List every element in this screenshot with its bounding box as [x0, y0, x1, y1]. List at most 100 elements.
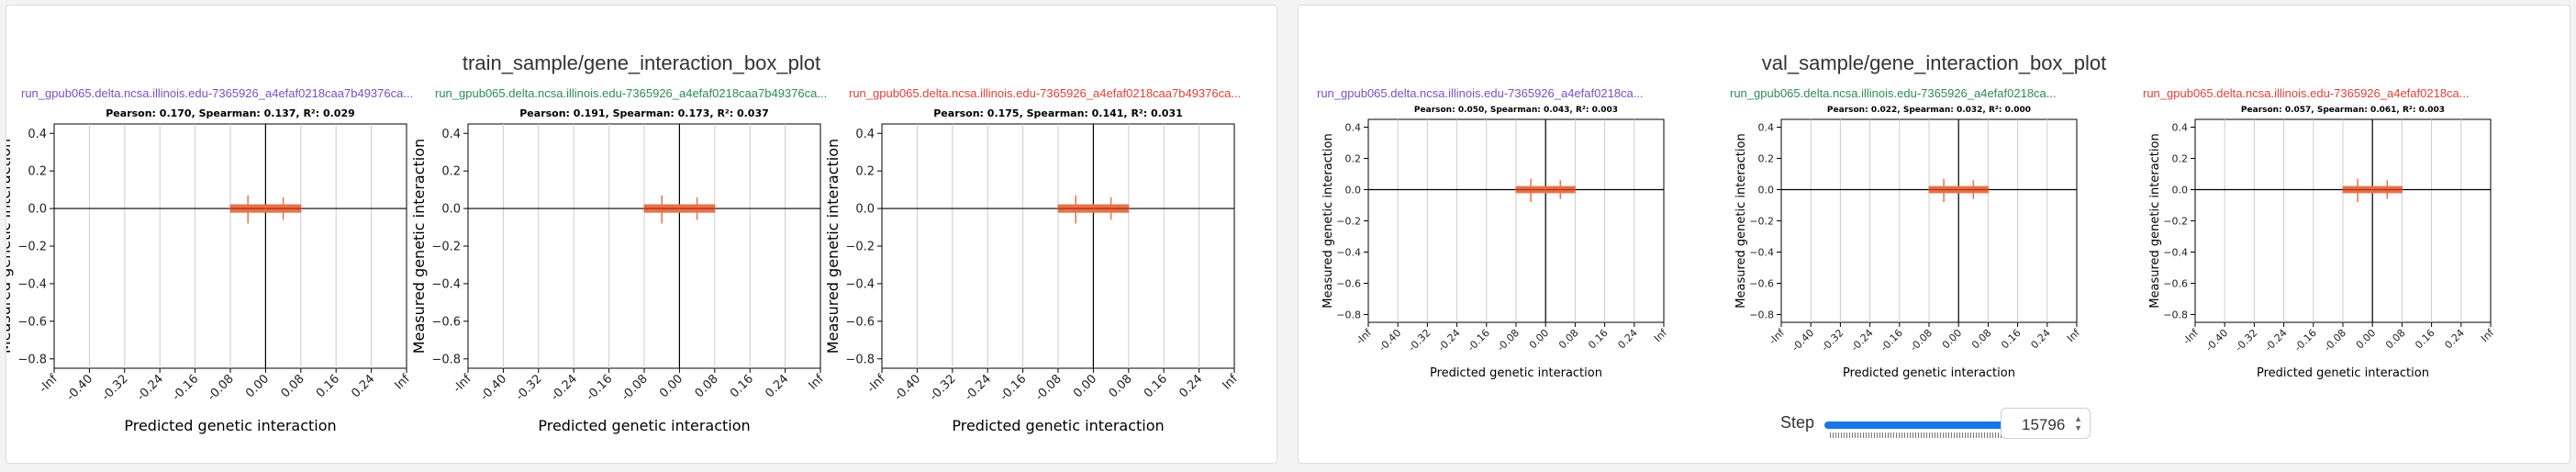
y-tick-label: 0.0 [28, 203, 47, 217]
x-tick-label: 0.16 [2413, 327, 2437, 352]
val-panel: val_sample/gene_interaction_box_plot run… [1298, 5, 2570, 464]
y-tick-label: 0.2 [1758, 152, 1775, 164]
y-tick-label: −0.4 [431, 277, 461, 291]
x-tick-label: 0.24 [2028, 327, 2053, 352]
y-tick-label: −0.6 [17, 315, 47, 329]
x-tick-label: 0.16 [1999, 327, 2024, 352]
x-tick-label: -0.32 [1819, 327, 1846, 354]
x-tick-label: -0.16 [1879, 327, 1905, 354]
y-tick-label: −0.8 [845, 353, 875, 366]
x-axis-label: Predicted genetic interaction [2257, 366, 2429, 380]
x-tick-label: -Inf [451, 372, 474, 396]
y-tick-label: −0.4 [1336, 246, 1361, 258]
x-tick-label: -0.08 [1495, 327, 1522, 354]
y-tick-label: 0.4 [441, 128, 461, 141]
x-tick-label: 0.08 [279, 372, 307, 400]
y-tick-label: −0.6 [845, 315, 875, 329]
stats-text: Pearson: 0.170, Spearman: 0.137, R²: 0.0… [106, 107, 355, 119]
y-tick-label: 0.2 [1345, 152, 1362, 164]
y-tick-label: −0.8 [2163, 309, 2188, 320]
x-tick-label: -0.40 [892, 372, 923, 403]
y-tick-label: 0.4 [28, 128, 47, 141]
x-tick-label: 0.24 [763, 372, 791, 400]
y-tick-label: 0.0 [1758, 184, 1775, 196]
y-tick-label: −0.8 [431, 353, 461, 366]
y-tick-label: 0.4 [1758, 121, 1775, 133]
subplot-2: Pearson: 0.191, Spearman: 0.173, R²: 0.0… [410, 107, 827, 434]
stats-text: Pearson: 0.191, Spearman: 0.173, R²: 0.0… [519, 107, 769, 119]
y-tick-label: −0.4 [2163, 246, 2188, 258]
subplot-1: Pearson: 0.170, Spearman: 0.137, R²: 0.0… [6, 107, 413, 434]
subplot-3: Pearson: 0.175, Spearman: 0.141, R²: 0.0… [824, 107, 1241, 434]
x-tick-label: Inf [2479, 326, 2497, 344]
y-tick-label: 0.4 [2172, 121, 2189, 133]
x-tick-label: -Inf [864, 372, 888, 396]
x-tick-label: -0.32 [99, 372, 130, 403]
x-tick-label: -0.08 [1908, 327, 1935, 354]
y-tick-label: 0.0 [441, 203, 461, 217]
x-tick-label: 0.16 [1586, 327, 1611, 352]
panel-title: train_sample/gene_interaction_box_plot [462, 51, 821, 74]
x-tick-label: 0.00 [243, 372, 272, 400]
x-tick-label: -0.40 [64, 372, 95, 403]
x-tick-label: -0.16 [1466, 327, 1492, 354]
x-tick-label: -0.24 [135, 372, 166, 403]
x-tick-label: -Inf [2180, 326, 2202, 347]
x-tick-label: 0.00 [657, 372, 686, 400]
x-tick-label: 0.08 [1556, 327, 1581, 352]
y-tick-label: −0.6 [1749, 277, 1774, 289]
y-tick-label: 0.4 [855, 128, 875, 141]
x-tick-label: -0.24 [1435, 327, 1462, 354]
x-tick-label: -Inf [1767, 326, 1788, 347]
x-tick-label: -0.32 [1406, 327, 1433, 354]
x-tick-label: -0.32 [2233, 327, 2259, 354]
step-slider-track[interactable] [1824, 421, 2019, 429]
x-tick-label: -0.16 [170, 372, 201, 403]
x-tick-label: -Inf [37, 372, 61, 396]
y-axis-label: Measured genetic interaction [6, 139, 14, 354]
x-tick-label: -0.16 [2292, 327, 2319, 354]
y-tick-label: 0.2 [855, 165, 875, 179]
y-axis-label: Measured genetic interaction [824, 139, 842, 354]
y-tick-label: −0.4 [845, 277, 875, 291]
x-tick-label: 0.08 [693, 372, 721, 400]
stats-text: Pearson: 0.057, Spearman: 0.061, R²: 0.0… [2241, 106, 2445, 115]
y-tick-label: 0.2 [28, 165, 47, 179]
x-axis-label: Predicted genetic interaction [538, 417, 750, 434]
x-tick-label: Inf [1220, 372, 1241, 393]
y-tick-label: −0.4 [1749, 246, 1774, 258]
x-tick-label: -0.40 [2203, 327, 2230, 354]
step-input[interactable]: 15796 ▲ ▼ [2001, 408, 2091, 439]
subplot-1: Pearson: 0.050, Spearman: 0.043, R²: 0.0… [1321, 106, 1670, 380]
y-tick-label: 0.0 [2172, 184, 2189, 196]
step-value: 15796 [2022, 416, 2066, 433]
train-panel: train_sample/gene_interaction_box_plot r… [6, 5, 1277, 464]
step-slider-ticks [1830, 433, 2013, 438]
x-tick-label: 0.08 [1107, 372, 1135, 400]
x-tick-label: 0.00 [1527, 327, 1552, 352]
x-tick-label: -0.40 [478, 372, 509, 403]
x-tick-label: 0.00 [1071, 372, 1099, 400]
stepper-arrows-icon[interactable]: ▲ ▼ [2074, 414, 2082, 433]
x-tick-label: Inf [1652, 326, 1670, 344]
x-tick-label: -0.24 [2262, 327, 2289, 354]
subplot-3: Pearson: 0.057, Spearman: 0.061, R²: 0.0… [2148, 106, 2497, 380]
x-tick-label: -0.40 [1790, 327, 1816, 354]
y-tick-label: −0.2 [2163, 215, 2188, 227]
stats-text: Pearson: 0.175, Spearman: 0.141, R²: 0.0… [933, 107, 1183, 119]
x-tick-label: 0.16 [314, 372, 342, 400]
y-tick-label: −0.4 [17, 277, 47, 291]
y-axis-label: Measured genetic interaction [410, 139, 428, 354]
y-tick-label: −0.8 [1749, 309, 1774, 320]
y-axis-label: Measured genetic interaction [1734, 133, 1748, 308]
x-tick-label: -0.08 [2322, 327, 2348, 354]
y-tick-label: 0.2 [441, 165, 461, 179]
x-axis-label: Predicted genetic interaction [1430, 366, 1602, 380]
y-tick-label: 0.0 [855, 203, 875, 217]
x-tick-label: 0.08 [1969, 327, 1994, 352]
x-tick-label: 0.08 [2383, 327, 2408, 352]
y-tick-label: −0.6 [431, 315, 461, 329]
x-tick-label: 0.16 [1142, 372, 1170, 400]
x-tick-label: -0.08 [205, 372, 236, 403]
x-tick-label: -0.40 [1377, 327, 1403, 354]
